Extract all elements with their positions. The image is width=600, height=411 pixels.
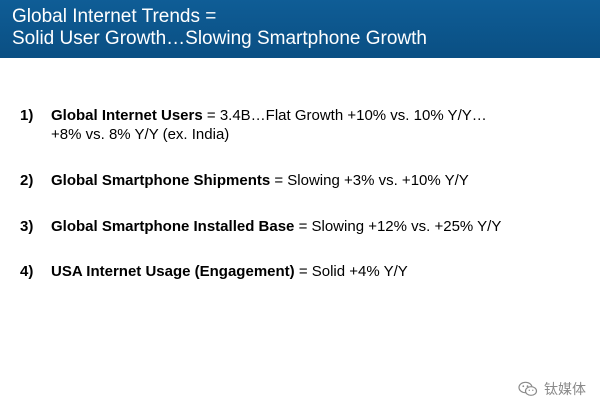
list-item-global-internet-users: 1) Global Internet Users = 3.4B…Flat Gro… [20,106,580,144]
list-item-continuation: +8% vs. 8% Y/Y (ex. India) [51,126,230,143]
watermark-text: 钛媒体 [544,381,586,397]
list-item-usa-internet-usage: 4) USA Internet Usage (Engagement) = Sol… [20,262,580,281]
watermark: 钛媒体 [518,379,586,399]
list-item-smartphone-installed-base: 3) Global Smartphone Installed Base = Sl… [20,217,580,236]
slide-title-bar: Global Internet Trends = Solid User Grow… [0,0,600,58]
list-item-text: = Solid +4% Y/Y [294,263,408,280]
list-item-label: Global Smartphone Installed Base [51,218,295,235]
slide-title-line-1: Global Internet Trends = [12,6,217,27]
list-item-label: USA Internet Usage (Engagement) [51,263,295,280]
list-item-number: 1) [20,107,34,124]
list-item-label: Global Internet Users [51,107,203,124]
list-item-number: 4) [20,263,34,280]
list-item-number: 2) [20,172,34,189]
list-item-smartphone-shipments: 2) Global Smartphone Shipments = Slowing… [20,171,580,190]
list-item-number: 3) [20,218,34,235]
list-item-text: = 3.4B…Flat Growth +10% vs. 10% Y/Y… [202,107,487,124]
wechat-icon [518,381,538,396]
list-item-text: = Slowing +12% vs. +25% Y/Y [294,218,502,235]
list-item-text: = Slowing +3% vs. +10% Y/Y [270,172,469,189]
list-item-label: Global Smartphone Shipments [51,172,271,189]
slide-title-line-2: Solid User Growth…Slowing Smartphone Gro… [12,28,428,49]
